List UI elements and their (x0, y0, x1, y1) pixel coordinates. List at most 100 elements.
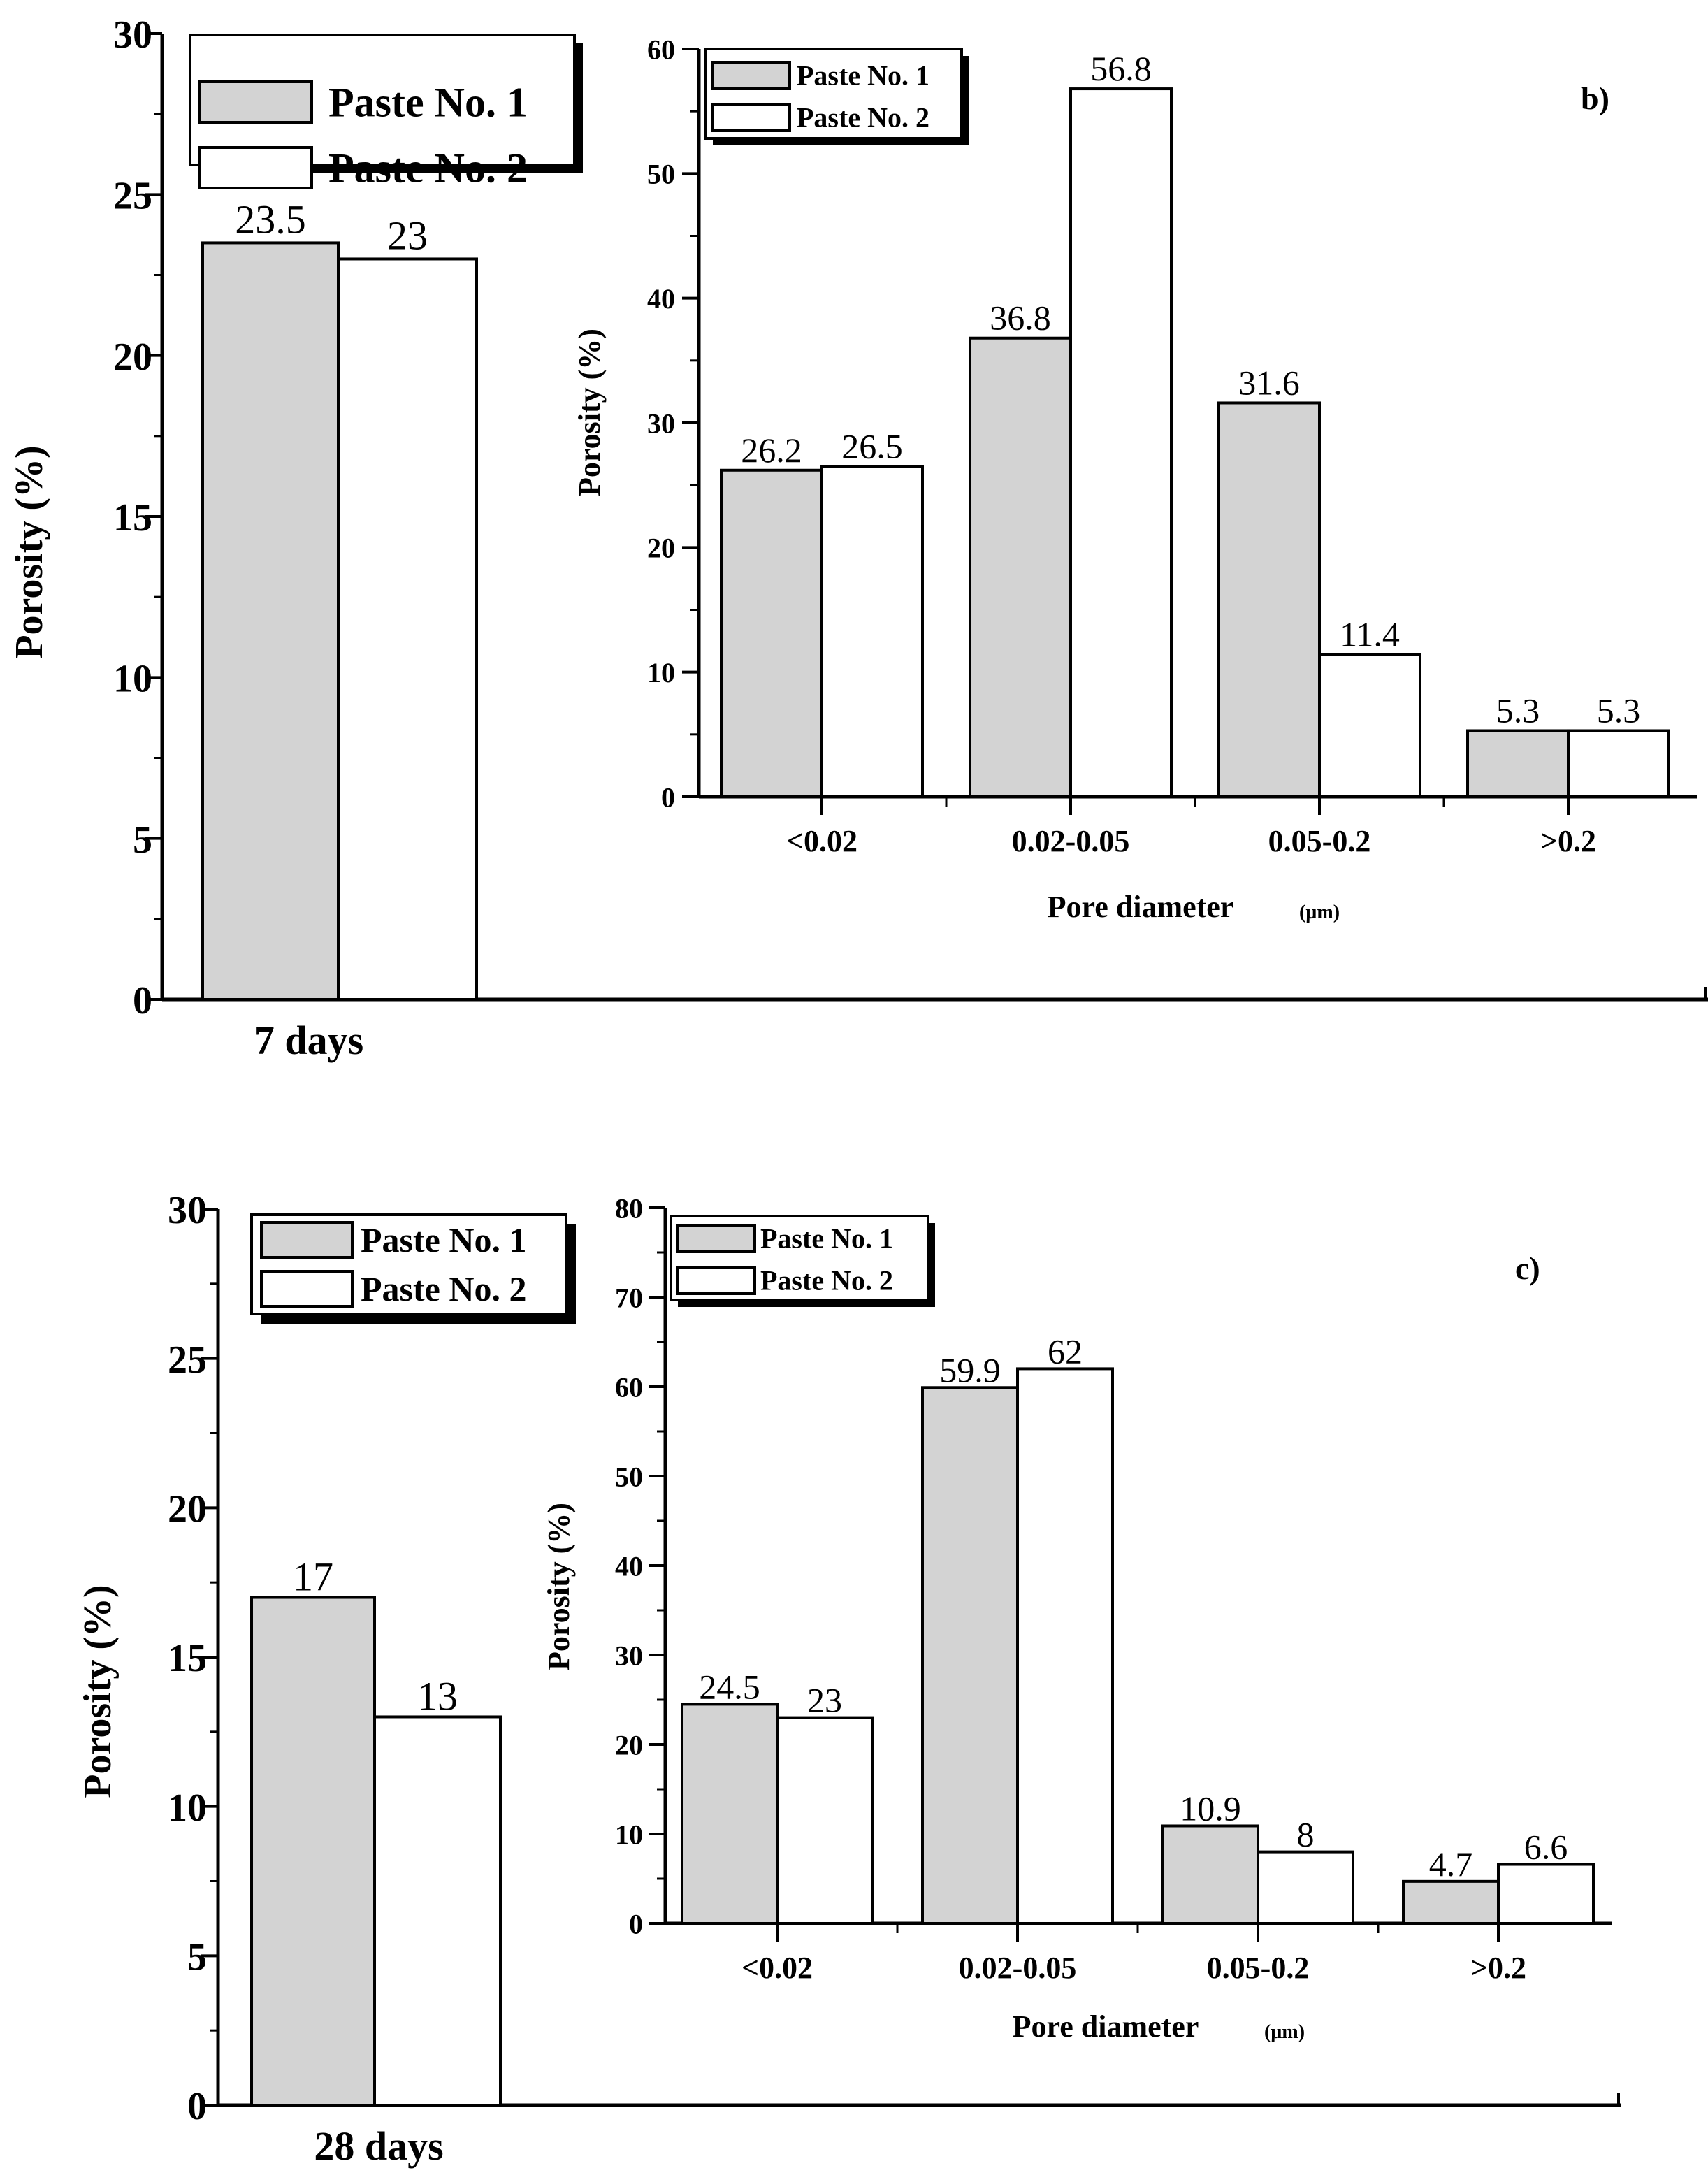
y-tick-label: 5 (187, 1935, 207, 1979)
x-axis-label: Pore diameter (1013, 2009, 1199, 2044)
bar-paste-1 (681, 1703, 779, 1925)
legend: Paste No. 1 Paste No. 2 (189, 34, 583, 191)
y-tick-label: 60 (615, 1371, 643, 1403)
category-label: 0.02-0.05 (959, 1951, 1077, 1985)
legend-swatch-paste-2 (260, 1270, 354, 1308)
bar-paste-1 (921, 1386, 1019, 1925)
y-tick-label: 25 (168, 1338, 207, 1382)
y-tick-label: 5 (133, 818, 152, 862)
y-tick-label: 60 (647, 34, 675, 65)
legend-label-paste-1: Paste No. 1 (797, 60, 929, 92)
y-axis-label: Porosity (%) (76, 1584, 120, 1798)
y-tick-label: 10 (113, 657, 152, 700)
y-tick-label: 20 (168, 1487, 207, 1531)
value-label: 23 (807, 1681, 842, 1720)
value-label: 23.5 (235, 196, 306, 242)
legend: Paste No. 1 Paste No. 2 (670, 1215, 935, 1307)
value-label: 31.6 (1238, 363, 1300, 402)
bar-paste-1 (720, 468, 823, 798)
bar-paste-1 (1161, 1824, 1259, 1925)
legend-swatch-paste-1 (676, 1224, 756, 1253)
y-tick-label: 0 (187, 2085, 207, 2128)
category-label: 7 days (254, 1018, 363, 1063)
value-label: 11.4 (1340, 615, 1400, 654)
bar-paste-2 (820, 465, 924, 799)
y-tick-label: 40 (647, 283, 675, 315)
bar-paste-2 (1318, 653, 1421, 799)
value-label: 62 (1048, 1331, 1083, 1371)
legend-label-paste-1: Paste No. 1 (328, 79, 528, 125)
y-tick-label: 0 (661, 781, 675, 813)
bar-paste-1 (250, 1596, 376, 2107)
bar-paste-1 (201, 241, 340, 1001)
bar-paste-1 (1217, 401, 1321, 798)
value-label: 59.9 (939, 1350, 1001, 1389)
y-tick-label: 30 (113, 13, 152, 57)
y-tick-label: 0 (133, 979, 152, 1023)
legend: Paste No. 1 Paste No. 2 (250, 1213, 576, 1324)
value-label: 5.3 (1597, 691, 1641, 730)
y-tick-label: 70 (615, 1282, 643, 1313)
bar-paste-1 (1402, 1879, 1500, 1925)
category-label: 28 days (314, 2123, 443, 2169)
y-tick-label: 10 (647, 657, 675, 688)
legend-swatch-paste-1 (260, 1221, 354, 1259)
chart-dist28: 0 10 20 30 40 50 60 70 80 Porosity (%) 24.5 23 <0.02… (542, 1192, 1612, 2044)
x-axis-unit: (µm) (1299, 902, 1340, 923)
bar-paste-2 (337, 257, 478, 1001)
legend-label-paste-1: Paste No. 1 (760, 1223, 893, 1255)
x-axis-label: Pore diameter (1048, 890, 1234, 924)
legend: Paste No. 1 Paste No. 2 (704, 48, 969, 145)
category-label: <0.02 (786, 824, 857, 858)
bar-paste-2 (373, 1715, 502, 2107)
y-tick-label: 50 (615, 1461, 643, 1492)
y-tick-label: 30 (615, 1640, 643, 1671)
value-label: 4.7 (1429, 1844, 1473, 1884)
bar-paste-1 (969, 336, 1072, 798)
panel-title: b) (1581, 80, 1609, 116)
category-label: 0.02-0.05 (1012, 824, 1130, 858)
bar-paste-2 (1257, 1850, 1354, 1925)
bar-paste-2 (776, 1716, 874, 1925)
y-tick-label: 0 (629, 1908, 643, 1939)
y-tick-label: 30 (168, 1189, 207, 1232)
y-tick-label: 30 (647, 407, 675, 439)
value-label: 8 (1297, 1815, 1315, 1854)
y-tick-label: 50 (647, 159, 675, 190)
value-label: 13 (417, 1673, 458, 1719)
y-tick-label: 15 (113, 496, 152, 540)
y-tick-label: 80 (615, 1192, 643, 1224)
chart-dist7: 0 10 20 30 40 50 60 Porosity (%) 26.2 26.5 <0.02 36… (572, 34, 1697, 924)
y-tick-label: 25 (113, 174, 152, 217)
legend-label-paste-2: Paste No. 2 (361, 1269, 526, 1308)
value-label: 24.5 (699, 1667, 760, 1706)
category-label: 0.05-0.2 (1268, 824, 1371, 858)
legend-label-paste-2: Paste No. 2 (760, 1265, 893, 1296)
legend-swatch-paste-2 (676, 1266, 756, 1295)
y-axis-label: Porosity (%) (542, 1503, 576, 1670)
category-label: 0.05-0.2 (1207, 1951, 1310, 1985)
bar-paste-2 (1069, 87, 1173, 799)
value-label: 23 (387, 212, 428, 258)
legend-label-paste-1: Paste No. 1 (361, 1220, 526, 1259)
panel-title: c) (1515, 1250, 1540, 1286)
y-tick-label: 10 (168, 1786, 207, 1830)
value-label: 56.8 (1090, 49, 1152, 88)
y-tick-label: 20 (113, 335, 152, 379)
chart-total7: 0 5 10 15 20 25 30 Porosity (%) 23.5 23 7 days Past… (8, 13, 1708, 1063)
legend-swatch-paste-2 (711, 103, 791, 132)
value-label: 26.2 (741, 431, 802, 470)
value-label: 26.5 (841, 426, 903, 465)
value-label: 10.9 (1180, 1789, 1241, 1828)
y-tick-label: 15 (168, 1637, 207, 1680)
bar-paste-2 (1497, 1863, 1595, 1925)
value-label: 6.6 (1524, 1828, 1568, 1867)
y-tick-label: 20 (615, 1729, 643, 1761)
y-tick-label: 20 (647, 533, 675, 564)
legend-label-paste-2: Paste No. 2 (328, 145, 528, 191)
value-label: 5.3 (1496, 691, 1540, 730)
value-label: 17 (293, 1554, 333, 1600)
category-label: >0.2 (1470, 1951, 1526, 1985)
category-label: >0.2 (1540, 824, 1596, 858)
